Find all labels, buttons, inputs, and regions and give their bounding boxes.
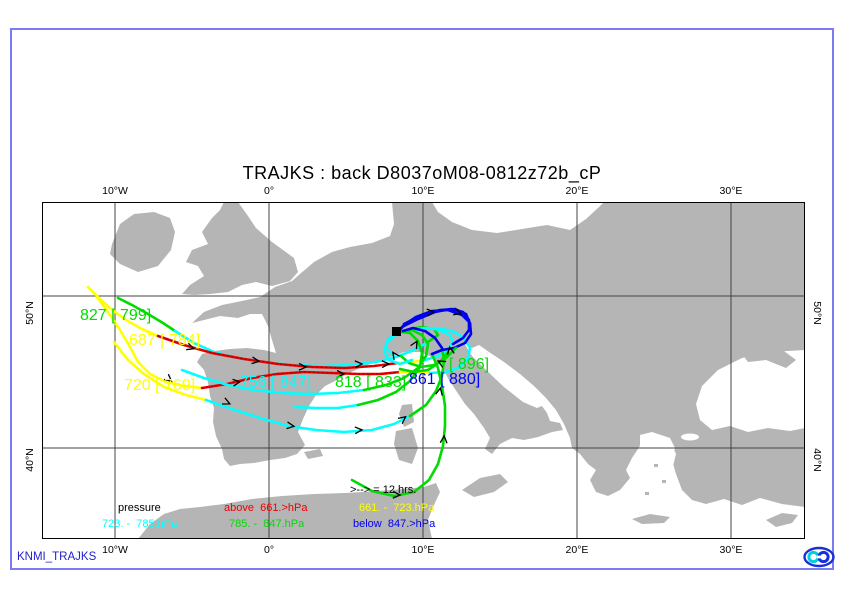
trajectory-cluster-path <box>398 350 450 374</box>
logo-ellipse <box>803 546 835 568</box>
axis-tick-top: 10°W <box>102 185 128 197</box>
logo-gap <box>816 555 821 559</box>
start-point-marker <box>392 327 401 336</box>
island-sardinia <box>394 428 418 464</box>
axis-tick-bottom: 0° <box>263 544 275 556</box>
island-mallorca <box>304 449 323 459</box>
sea-aegean <box>630 436 676 514</box>
trajectory-label: 827 [ 799] <box>80 307 152 324</box>
time-step-arrow-icon <box>446 345 455 355</box>
sea-marmara <box>681 433 699 441</box>
trajectory-path <box>95 295 204 390</box>
plot-frame: TRAJKS : back D8037oM08-0812z72b_cP <box>10 28 835 570</box>
trajectory-label: 687 [ 784] <box>129 332 201 349</box>
trajectory-path <box>112 340 208 402</box>
time-step-arrow-icon <box>435 386 443 396</box>
island-sicily <box>462 474 508 497</box>
island-aegean-1 <box>654 464 658 467</box>
island-crete <box>632 514 670 524</box>
legend-item: above 661.>hPa <box>224 502 308 514</box>
time-step-arrow-icon <box>436 360 447 368</box>
time-step-arrow-icon <box>354 426 364 435</box>
time-step-arrow-icon <box>426 308 436 317</box>
axis-tick-top: 10°E <box>411 185 435 197</box>
axis-tick-top: 20°E <box>565 185 589 197</box>
time-step-arrow-icon <box>251 356 261 365</box>
map-border <box>42 202 805 539</box>
time-step-arrow-icon <box>222 397 232 405</box>
trajectory-path <box>180 368 366 396</box>
island-aegean-2 <box>662 480 666 483</box>
landmass-africa <box>138 483 440 539</box>
trajectory-path <box>116 296 177 333</box>
axis-tick-bottom: 10°W <box>102 544 128 556</box>
island-aegean-3 <box>645 492 649 495</box>
time-step-arrow-icon <box>286 421 296 430</box>
axis-tick-bottom: 20°E <box>565 544 589 556</box>
legend-interval-note: >--> = 12 hrs. <box>350 484 417 496</box>
ecmwf-logo <box>803 546 835 568</box>
time-step-arrow-icon <box>298 362 308 371</box>
time-step-arrow-icon <box>186 342 196 351</box>
legend-item: 785. - 847.hPa <box>229 518 305 530</box>
axis-tick-right: 40°N <box>811 448 823 472</box>
trajectory-label: 861 [ 880] <box>409 371 481 388</box>
trajectory-cluster-path <box>402 307 472 326</box>
peninsula-crimea <box>742 346 796 368</box>
legend-item: 723. - 785.hPa <box>102 518 178 530</box>
time-step-arrow-icon <box>381 360 391 369</box>
time-step-arrow-icon <box>354 360 364 369</box>
trajectory-path <box>350 352 447 498</box>
trajectory-label: 756 [ 847] <box>240 374 312 391</box>
land-layer <box>110 202 805 539</box>
time-step-arrow-icon <box>392 490 402 499</box>
legend-item: below 847.>hPa <box>353 518 436 530</box>
trajectory-layer <box>86 285 473 498</box>
legend-item: 661. - 723.hPa <box>359 502 435 514</box>
map-area: 10°W 10°W 0° 0° 10°E 10°E 20°E 20°E 30°E 30°E 50°N… <box>24 185 823 556</box>
trajectory-path <box>204 398 412 434</box>
axis-tick-right: 50°N <box>811 301 823 325</box>
axis-tick-top: 0° <box>263 185 275 197</box>
trajectory-path <box>86 285 160 338</box>
trajectory-path <box>401 326 444 350</box>
europe-map <box>42 202 805 539</box>
axis-tick-bottom: 10°E <box>411 544 435 556</box>
time-step-arrow-icon <box>232 378 242 387</box>
time-step-arrow-icon <box>391 351 400 361</box>
sea-layer <box>432 202 805 514</box>
landmass-ireland <box>110 212 175 272</box>
landmass-britain <box>182 202 298 295</box>
axis-tick-left: 50°N <box>24 301 36 325</box>
axis-tick-top: 30°E <box>719 185 743 197</box>
arrow-layer <box>163 307 463 499</box>
sea-black-sea <box>696 350 805 432</box>
land-details <box>645 346 796 495</box>
trajectory-path <box>292 403 360 410</box>
logo-e-glyph <box>807 550 820 564</box>
time-step-arrow-icon <box>453 307 463 316</box>
watermark: KNMI_TRAJKS <box>17 551 97 563</box>
trajectory-path <box>402 326 472 375</box>
time-step-arrow-icon <box>439 434 448 444</box>
time-step-arrow-icon <box>336 369 346 378</box>
legend-item: pressure <box>118 502 161 514</box>
trajectory-label: [ 896] <box>449 356 490 373</box>
axis-tick-bottom: 30°E <box>719 544 743 556</box>
time-step-arrow-icon <box>163 373 173 383</box>
island-cyprus <box>766 513 798 527</box>
trajectory-path <box>362 328 430 392</box>
sea-baltic <box>432 202 604 233</box>
time-step-arrow-icon <box>410 339 418 350</box>
axis-tick-left: 40°N <box>24 448 36 472</box>
trajectory-path-dots <box>201 371 401 389</box>
trajectory-label: 818 [ 833] <box>335 374 407 391</box>
time-step-arrow-icon <box>397 415 407 425</box>
trajectory-label: 720 [ 769] <box>124 377 196 394</box>
page-title: TRAJKS : back D8037oM08-0812z72b_cP <box>242 163 602 183</box>
landmass-europe <box>192 202 805 507</box>
